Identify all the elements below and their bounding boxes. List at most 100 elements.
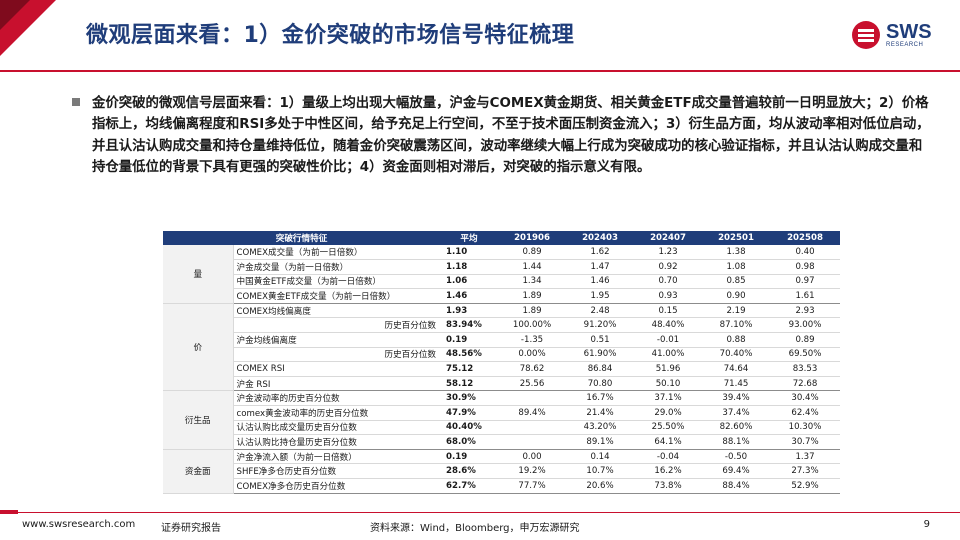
- average-cell: 58.12: [440, 376, 499, 392]
- category-cell: 资金面: [163, 449, 234, 494]
- average-cell: 68.0%: [440, 434, 499, 450]
- average-cell: 1.93: [440, 303, 499, 319]
- metric-name-cell: 沪金波动率的历史百分位数: [233, 390, 441, 407]
- header-cell-201906: 201906: [498, 231, 567, 245]
- value-cell: 0.90: [702, 288, 771, 304]
- average-cell: 0.19: [440, 449, 499, 465]
- value-cell: [498, 420, 567, 436]
- value-cell: 19.2%: [498, 463, 567, 479]
- metric-name-cell: 历史百分位数: [233, 317, 441, 334]
- value-cell: 100.00%: [498, 317, 567, 334]
- slide-title: 微观层面来看：1）金价突破的市场信号特征梳理: [86, 23, 575, 48]
- average-cell: 62.7%: [440, 478, 499, 494]
- metric-name-cell: 中国黄金ETF成交量（为前一日倍数）: [233, 274, 441, 290]
- value-cell: 61.90%: [566, 347, 635, 363]
- value-cell: 72.68: [770, 376, 841, 392]
- value-cell: 1.47: [566, 259, 635, 275]
- value-cell: 0.89: [770, 332, 841, 348]
- average-cell: 28.6%: [440, 463, 499, 479]
- logo-brand-text: SWS: [886, 21, 932, 43]
- header-cell-feature: 突破行情特征: [163, 231, 441, 245]
- value-cell: 83.53: [770, 361, 841, 377]
- value-cell: 29.0%: [634, 405, 703, 421]
- value-cell: 21.4%: [566, 405, 635, 421]
- metric-name-cell: 认沽认购比持仓量历史百分位数: [233, 434, 441, 450]
- value-cell: 1.46: [566, 274, 635, 290]
- value-cell: 70.40%: [702, 347, 771, 363]
- value-cell: 71.45: [702, 376, 771, 392]
- value-cell: 1.23: [634, 245, 703, 261]
- value-cell: 25.50%: [634, 420, 703, 436]
- sws-logo-icon: [852, 21, 880, 49]
- value-cell: 1.44: [498, 259, 567, 275]
- average-cell: 75.12: [440, 361, 499, 377]
- value-cell: 74.64: [702, 361, 771, 377]
- value-cell: 41.00%: [634, 347, 703, 363]
- value-cell: 0.93: [634, 288, 703, 304]
- table-header-row: 突破行情特征 平均 201906 202403 202407 202501 20…: [163, 231, 841, 245]
- category-cell: 价: [163, 303, 234, 392]
- footer-divider: [0, 512, 960, 513]
- value-cell: 10.30%: [770, 420, 841, 436]
- table-row: COMEX净多仓历史百分位数 62.7% 77.7% 20.6% 73.8% 88.4% 5…: [163, 478, 841, 494]
- value-cell: 30.4%: [770, 390, 841, 407]
- value-cell: 39.4%: [702, 390, 771, 407]
- value-cell: 1.38: [702, 245, 771, 261]
- value-cell: 2.93: [770, 303, 841, 319]
- metric-name-cell: SHFE净多仓历史百分位数: [233, 463, 441, 479]
- table-row: 沪金 RSI 58.12 25.56 70.80 50.10 71.45 72.68: [163, 376, 841, 392]
- value-cell: 0.51: [566, 332, 635, 348]
- header-divider: [0, 70, 960, 72]
- value-cell: 0.00: [498, 449, 567, 465]
- value-cell: 1.89: [498, 288, 567, 304]
- value-cell: 16.2%: [634, 463, 703, 479]
- value-cell: 37.1%: [634, 390, 703, 407]
- average-cell: 1.06: [440, 274, 499, 290]
- metric-name-cell: COMEX成交量（为前一日倍数）: [233, 245, 441, 261]
- table-row: 量 COMEX成交量（为前一日倍数） 1.10 0.89 1.62 1.23 1.38 0.4…: [163, 245, 841, 304]
- table-row: 历史百分位数 48.56% 0.00% 61.90% 41.00% 70.40% 69.50…: [163, 347, 841, 363]
- table-row: comex黄金波动率的历史百分位数 47.9% 89.4% 21.4% 29.0% 37.…: [163, 405, 841, 421]
- value-cell: 25.56: [498, 376, 567, 392]
- value-cell: 30.7%: [770, 434, 841, 450]
- table-row: 衍生品 沪金波动率的历史百分位数 30.9% 16.7% 37.1% 39.4% 30.4%: [163, 390, 841, 450]
- value-cell: 0.97: [770, 274, 841, 290]
- table-row: 认沽认购比成交量历史百分位数 40.40% 43.20% 25.50% 82.60% 10…: [163, 420, 841, 436]
- value-cell: 77.7%: [498, 478, 567, 494]
- average-cell: 83.94%: [440, 317, 499, 334]
- footer-url-link[interactable]: www.swsresearch.com: [22, 519, 136, 530]
- value-cell: 10.7%: [566, 463, 635, 479]
- value-cell: 1.34: [498, 274, 567, 290]
- value-cell: 73.8%: [634, 478, 703, 494]
- value-cell: 69.4%: [702, 463, 771, 479]
- value-cell: 0.92: [634, 259, 703, 275]
- page-number: 9: [923, 519, 930, 530]
- signal-table-container: 突破行情特征 平均 201906 202403 202407 202501 20…: [163, 231, 841, 494]
- value-cell: 0.15: [634, 303, 703, 319]
- average-cell: 1.18: [440, 259, 499, 275]
- average-cell: 47.9%: [440, 405, 499, 421]
- metric-name-cell: comex黄金波动率的历史百分位数: [233, 405, 441, 421]
- header-cell-202407: 202407: [634, 231, 703, 245]
- table-row: 中国黄金ETF成交量（为前一日倍数） 1.06 1.34 1.46 0.70 0.85 0.…: [163, 274, 841, 290]
- sws-logo-text: SWS RESEARCH: [886, 22, 932, 48]
- footer-source: 资料来源：Wind，Bloomberg，申万宏源研究: [370, 523, 580, 534]
- table-row: 历史百分位数 83.94% 100.00% 91.20% 48.40% 87.10% 93.…: [163, 317, 841, 334]
- metric-name-cell: 沪金净流入额（为前一日倍数）: [233, 449, 441, 465]
- value-cell: 64.1%: [634, 434, 703, 450]
- value-cell: -0.04: [634, 449, 703, 465]
- table-row: 沪金成交量（为前一日倍数） 1.18 1.44 1.47 0.92 1.08 0.98: [163, 259, 841, 275]
- signal-table: 突破行情特征 平均 201906 202403 202407 202501 20…: [163, 231, 841, 494]
- value-cell: 0.89: [498, 245, 567, 261]
- header-cell-202508: 202508: [770, 231, 841, 245]
- average-cell: 0.19: [440, 332, 499, 348]
- summary-text: 金价突破的微观信号层面来看：1）量级上均出现大幅放量，沪金与COMEX黄金期货、…: [92, 96, 930, 176]
- header-cell-202501: 202501: [702, 231, 771, 245]
- value-cell: 93.00%: [770, 317, 841, 334]
- value-cell: 88.1%: [702, 434, 771, 450]
- table-row: 资金面 沪金净流入额（为前一日倍数） 0.19 0.00 0.14 -0.04 -0.50 1…: [163, 449, 841, 494]
- value-cell: 1.89: [498, 303, 567, 319]
- value-cell: 82.60%: [702, 420, 771, 436]
- average-cell: 1.10: [440, 245, 499, 261]
- value-cell: 1.61: [770, 288, 841, 304]
